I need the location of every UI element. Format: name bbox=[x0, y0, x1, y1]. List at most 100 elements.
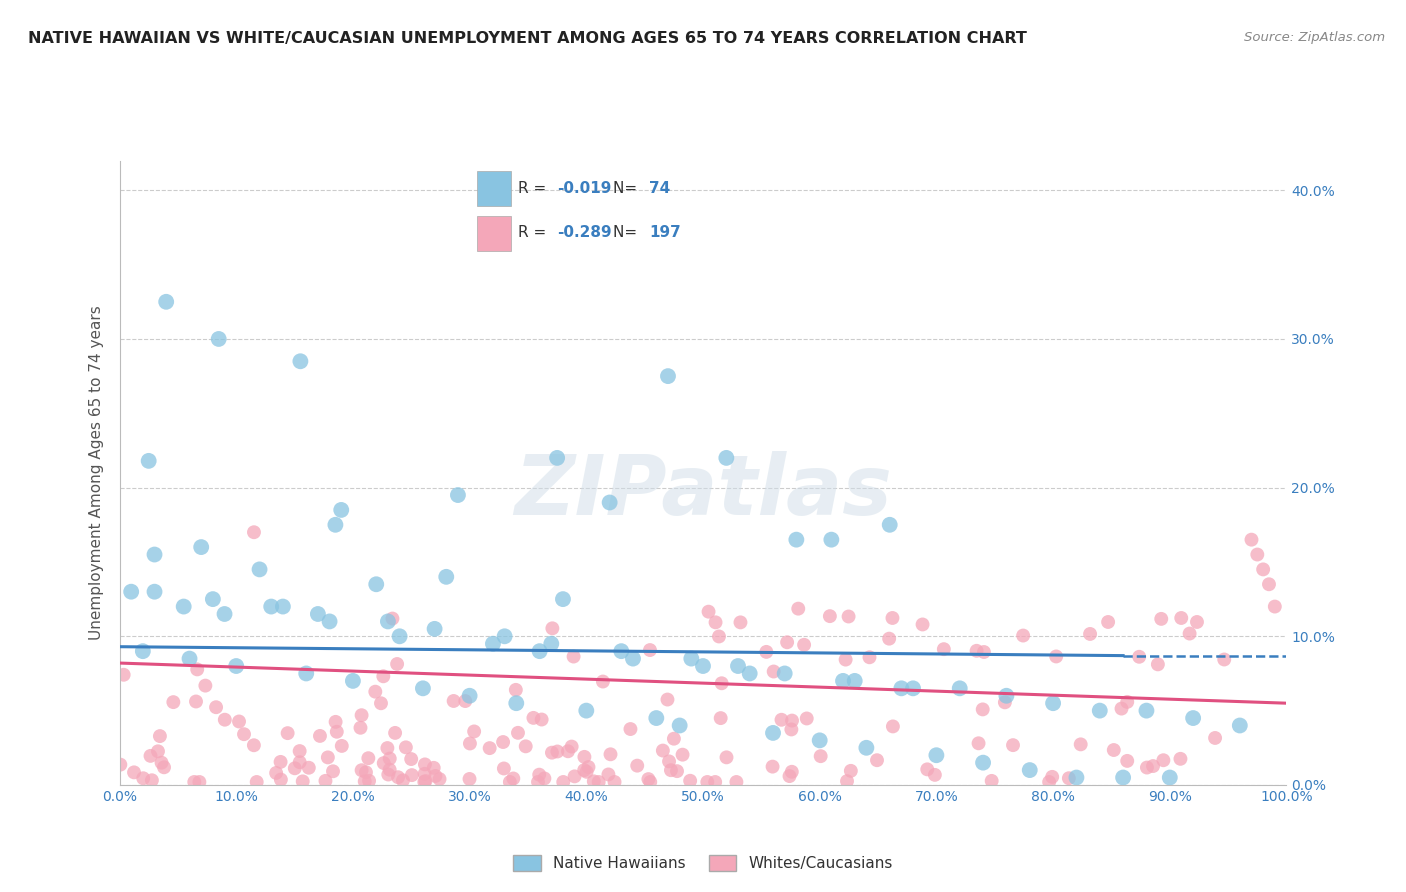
Point bbox=[309, 729, 332, 743]
Point bbox=[179, 651, 201, 665]
Point bbox=[546, 450, 568, 465]
Point bbox=[385, 657, 408, 671]
Point bbox=[973, 645, 995, 659]
Point bbox=[314, 773, 336, 788]
Point bbox=[1152, 753, 1174, 767]
Point bbox=[1246, 548, 1268, 562]
Point bbox=[980, 773, 1002, 788]
Point bbox=[1185, 615, 1208, 629]
Point bbox=[557, 744, 579, 758]
Point bbox=[561, 739, 583, 754]
Point bbox=[716, 450, 738, 465]
Point bbox=[710, 676, 733, 690]
Point bbox=[325, 714, 347, 729]
Legend: Native Hawaiians, Whites/Caucasians: Native Hawaiians, Whites/Caucasians bbox=[508, 849, 898, 877]
Point bbox=[1128, 649, 1150, 664]
Point bbox=[879, 517, 901, 532]
Point bbox=[770, 713, 793, 727]
Point bbox=[143, 584, 166, 599]
Point bbox=[901, 681, 924, 696]
Point bbox=[890, 681, 912, 696]
Point bbox=[662, 731, 685, 746]
Point bbox=[619, 722, 641, 736]
Point bbox=[704, 615, 727, 630]
Point bbox=[243, 525, 266, 540]
Point bbox=[834, 652, 856, 666]
Point bbox=[492, 735, 515, 749]
Point bbox=[249, 562, 271, 576]
Point bbox=[122, 765, 145, 780]
Point bbox=[291, 774, 314, 789]
Point bbox=[527, 775, 550, 789]
Point bbox=[779, 769, 801, 783]
Point bbox=[350, 763, 373, 777]
Point bbox=[392, 773, 415, 788]
Point bbox=[205, 700, 228, 714]
Point bbox=[326, 724, 349, 739]
Point bbox=[1066, 771, 1088, 785]
Point bbox=[188, 775, 211, 789]
Point bbox=[298, 761, 321, 775]
Point bbox=[330, 739, 353, 753]
Point bbox=[429, 772, 451, 786]
Point bbox=[350, 708, 373, 723]
Point bbox=[260, 599, 283, 614]
Point bbox=[541, 621, 564, 635]
Point bbox=[295, 666, 318, 681]
Point bbox=[325, 517, 347, 532]
Point bbox=[150, 756, 173, 770]
Point bbox=[645, 711, 668, 725]
Point bbox=[1088, 704, 1111, 718]
Point bbox=[818, 609, 841, 624]
Point bbox=[120, 584, 142, 599]
Point bbox=[463, 724, 485, 739]
Point bbox=[284, 761, 307, 775]
Point bbox=[603, 775, 626, 789]
Point bbox=[399, 752, 422, 766]
Point bbox=[415, 774, 437, 789]
Point bbox=[458, 689, 481, 703]
Point bbox=[492, 762, 515, 776]
Point bbox=[342, 673, 364, 688]
Point bbox=[755, 645, 778, 659]
Point bbox=[190, 540, 212, 554]
Point bbox=[697, 605, 720, 619]
Point bbox=[271, 599, 294, 614]
Point bbox=[377, 767, 399, 781]
Point bbox=[290, 354, 312, 368]
Point bbox=[1136, 760, 1159, 774]
Point bbox=[138, 454, 160, 468]
Point bbox=[598, 767, 620, 781]
Point bbox=[911, 617, 934, 632]
Point bbox=[692, 659, 714, 673]
Point bbox=[727, 659, 749, 673]
Point bbox=[592, 674, 614, 689]
Point bbox=[1057, 771, 1080, 785]
Point bbox=[995, 689, 1018, 703]
Point bbox=[388, 629, 411, 643]
Point bbox=[1116, 695, 1139, 709]
Point bbox=[658, 755, 681, 769]
Point bbox=[228, 714, 250, 729]
Point bbox=[1142, 759, 1164, 773]
Point bbox=[458, 737, 481, 751]
Point bbox=[704, 775, 727, 789]
Point bbox=[364, 684, 387, 698]
Point bbox=[966, 644, 988, 658]
Point bbox=[387, 770, 409, 784]
Point bbox=[214, 607, 236, 621]
Point bbox=[288, 756, 311, 770]
Point bbox=[1147, 657, 1170, 672]
Point bbox=[141, 773, 163, 788]
Point bbox=[877, 632, 900, 646]
Point bbox=[730, 615, 752, 630]
Point bbox=[246, 775, 269, 789]
Point bbox=[707, 630, 730, 644]
Point bbox=[659, 763, 682, 777]
Point bbox=[882, 719, 904, 733]
Point bbox=[651, 743, 673, 757]
Point bbox=[264, 766, 287, 780]
Point bbox=[666, 764, 689, 779]
Point bbox=[780, 764, 803, 779]
Point bbox=[318, 615, 340, 629]
